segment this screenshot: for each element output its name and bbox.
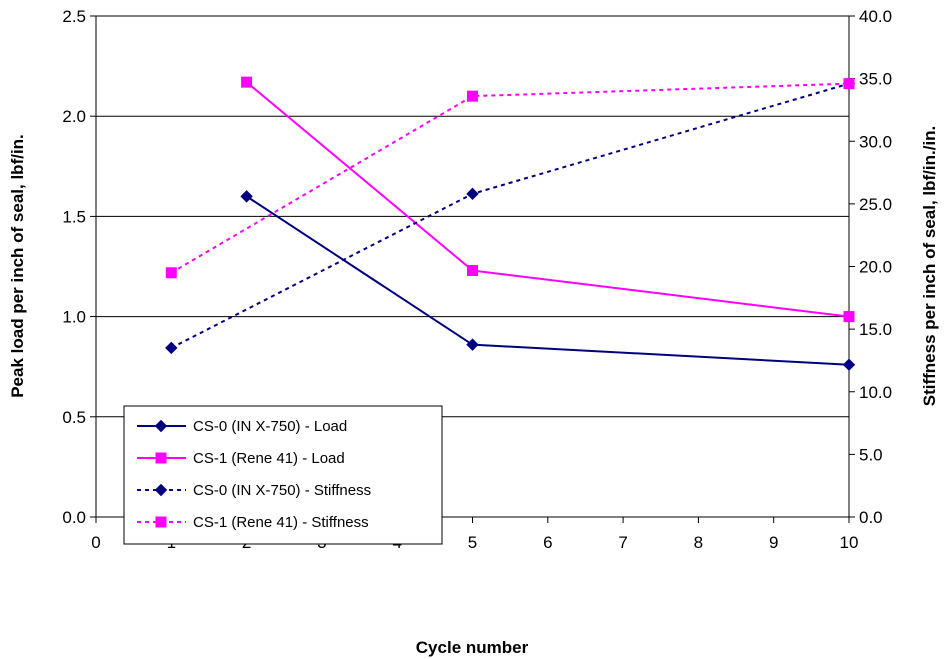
legend-swatch-marker — [154, 483, 168, 497]
series-2-line — [245, 81, 850, 318]
tick-labels: 0123456789100.00.51.01.52.02.50.05.010.0… — [62, 7, 892, 552]
y2-tick-label: 10.0 — [859, 383, 892, 402]
legend-label: CS-0 (IN X-750) - Load — [193, 418, 347, 435]
series-3-point — [466, 187, 479, 201]
series-2-point — [843, 311, 855, 323]
y-axis-title: Peak load per inch of seal, lbf/in. — [8, 134, 27, 398]
series-4-point — [165, 267, 177, 279]
y2-tick-label: 30.0 — [859, 132, 892, 151]
series-1-point — [466, 338, 479, 351]
legend-swatch-marker — [154, 419, 168, 433]
legend: CS-0 (IN X-750) - Load CS-1 (Rene 41) - L… — [123, 405, 443, 545]
x-tick-label: 8 — [694, 533, 703, 552]
series-4 — [165, 78, 855, 279]
legend-label: CS-0 (IN X-750) - Stiffness — [193, 482, 371, 499]
series-2 — [241, 76, 855, 323]
legend-label: CS-1 (Rene 41) - Load — [193, 450, 345, 467]
y2-tick-label: 0.0 — [859, 508, 883, 527]
y2-tick-label: 15.0 — [859, 320, 892, 339]
x-axis-title: Cycle number — [416, 638, 529, 657]
y2-axis-title: Stiffness per inch of seal, lbf/in./in. — [920, 126, 939, 407]
series-1-point — [842, 358, 856, 371]
y-tick-label: 0.0 — [62, 508, 86, 527]
series-3-line — [170, 82, 850, 349]
y-tick-label: 2.0 — [62, 107, 86, 126]
legend-label: CS-1 (Rene 41) - Stiffness — [193, 514, 369, 531]
x-tick-label: 10 — [840, 533, 859, 552]
series-1-point — [240, 190, 253, 203]
series-4-point — [467, 90, 478, 102]
y2-tick-label: 40.0 — [859, 7, 892, 26]
x-tick-label: 9 — [769, 533, 778, 552]
series-2-point — [467, 265, 478, 277]
y2-tick-label: 20.0 — [859, 258, 892, 277]
y-tick-label: 1.0 — [62, 308, 86, 327]
y2-tick-label: 35.0 — [859, 70, 892, 89]
series-layer — [165, 76, 856, 371]
series-1 — [240, 190, 856, 371]
y2-tick-label: 5.0 — [859, 445, 883, 464]
y-tick-label: 1.5 — [62, 207, 86, 226]
y-tick-label: 0.5 — [62, 408, 86, 427]
y2-tick-label: 25.0 — [859, 195, 892, 214]
y-tick-label: 2.5 — [62, 7, 86, 26]
legend-swatch-marker — [155, 516, 167, 528]
series-3-point — [165, 341, 178, 355]
legend-swatch-marker — [155, 452, 167, 464]
x-tick-label: 6 — [543, 533, 552, 552]
series-4-point — [843, 78, 855, 90]
x-tick-label: 7 — [618, 533, 627, 552]
x-tick-label: 0 — [91, 533, 100, 552]
gridlines — [96, 15, 849, 418]
series-2-point — [241, 76, 253, 88]
x-tick-label: 5 — [468, 533, 477, 552]
series-4-line — [170, 82, 850, 274]
